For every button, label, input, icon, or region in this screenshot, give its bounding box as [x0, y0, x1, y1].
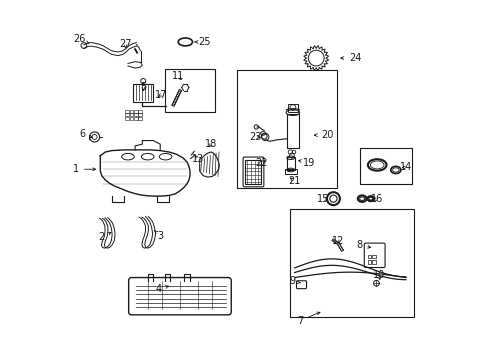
Bar: [125, 117, 129, 120]
Text: 9: 9: [288, 276, 300, 286]
Bar: [371, 255, 375, 258]
Text: 16: 16: [370, 194, 383, 204]
Bar: [286, 114, 299, 148]
Bar: [134, 113, 137, 116]
Text: 12: 12: [331, 236, 343, 246]
Text: 17: 17: [155, 90, 167, 100]
Bar: [290, 210, 413, 317]
Text: 21: 21: [287, 176, 300, 186]
Bar: [286, 157, 294, 170]
Text: 13: 13: [191, 154, 203, 164]
Bar: [287, 104, 297, 112]
Bar: [371, 260, 375, 264]
Bar: [244, 160, 261, 184]
Text: 14: 14: [399, 162, 411, 172]
Bar: [133, 84, 153, 102]
Text: 2: 2: [98, 232, 111, 242]
Bar: [138, 117, 142, 120]
Text: 5: 5: [140, 82, 146, 92]
Text: 27: 27: [119, 40, 131, 49]
Bar: [138, 113, 142, 116]
Text: 15: 15: [317, 194, 329, 204]
Text: 8: 8: [355, 240, 370, 250]
Text: 10: 10: [372, 270, 385, 280]
Text: 20: 20: [314, 130, 332, 140]
Text: 26: 26: [73, 35, 89, 44]
Bar: [284, 169, 296, 174]
Text: 23: 23: [248, 132, 261, 142]
Text: 1: 1: [73, 164, 95, 174]
Bar: [359, 148, 411, 184]
Text: 3: 3: [154, 230, 163, 240]
Text: 6: 6: [79, 129, 92, 139]
Bar: [129, 110, 133, 113]
Text: 25: 25: [195, 37, 210, 47]
Text: 18: 18: [205, 139, 217, 149]
Bar: [129, 117, 133, 120]
Bar: [129, 113, 133, 116]
Bar: [367, 260, 371, 264]
Bar: [134, 117, 137, 120]
Text: 11: 11: [172, 71, 184, 81]
Text: 4: 4: [155, 284, 168, 294]
Text: 22: 22: [255, 158, 267, 168]
Bar: [367, 255, 371, 258]
Bar: [125, 113, 129, 116]
Bar: [138, 110, 142, 113]
Bar: [134, 110, 137, 113]
Bar: [237, 69, 336, 188]
Text: 24: 24: [340, 53, 361, 63]
Text: 7: 7: [296, 312, 319, 325]
Text: 19: 19: [298, 158, 315, 168]
Bar: [164, 69, 215, 112]
Bar: [125, 110, 129, 113]
